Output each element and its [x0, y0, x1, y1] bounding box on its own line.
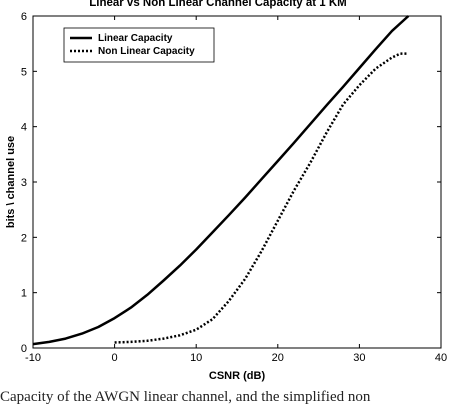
- y-tick-label: 4: [21, 122, 27, 134]
- y-tick-label: 0: [21, 343, 27, 355]
- plot-area: [32, 15, 442, 349]
- x-tick-label: 0: [112, 352, 118, 364]
- figure-caption: Capacity of the AWGN linear channel, and…: [0, 389, 371, 405]
- y-tick-label: 2: [21, 232, 27, 244]
- series-line-linear: [32, 15, 410, 346]
- y-tick-label: 1: [21, 288, 27, 300]
- chart-title: Linear vs Non Linear Channel Capacity at…: [89, 0, 347, 9]
- y-tick-label: 3: [21, 177, 27, 189]
- y-axis-label: bits \ channel use: [5, 136, 17, 228]
- x-axis-label: CSNR (dB): [209, 370, 266, 382]
- y-tick-label: 5: [21, 66, 27, 78]
- series-layer: [32, 15, 410, 346]
- x-tick-label: 30: [353, 352, 365, 364]
- x-tick-label: 40: [435, 352, 447, 364]
- x-tick-label: 20: [272, 352, 284, 364]
- legend: Linear Capacity Non Linear Capacity: [63, 27, 215, 63]
- legend-box: [63, 27, 215, 63]
- legend-label-linear: Linear Capacity: [98, 33, 173, 44]
- x-tick-label: 10: [190, 352, 202, 364]
- y-tick-label: 6: [21, 11, 27, 23]
- x-tick-label: -10: [25, 352, 41, 364]
- legend-label-nonlinear: Non Linear Capacity: [98, 46, 195, 57]
- chart: Linear vs Non Linear Channel Capacity at…: [5, 0, 447, 382]
